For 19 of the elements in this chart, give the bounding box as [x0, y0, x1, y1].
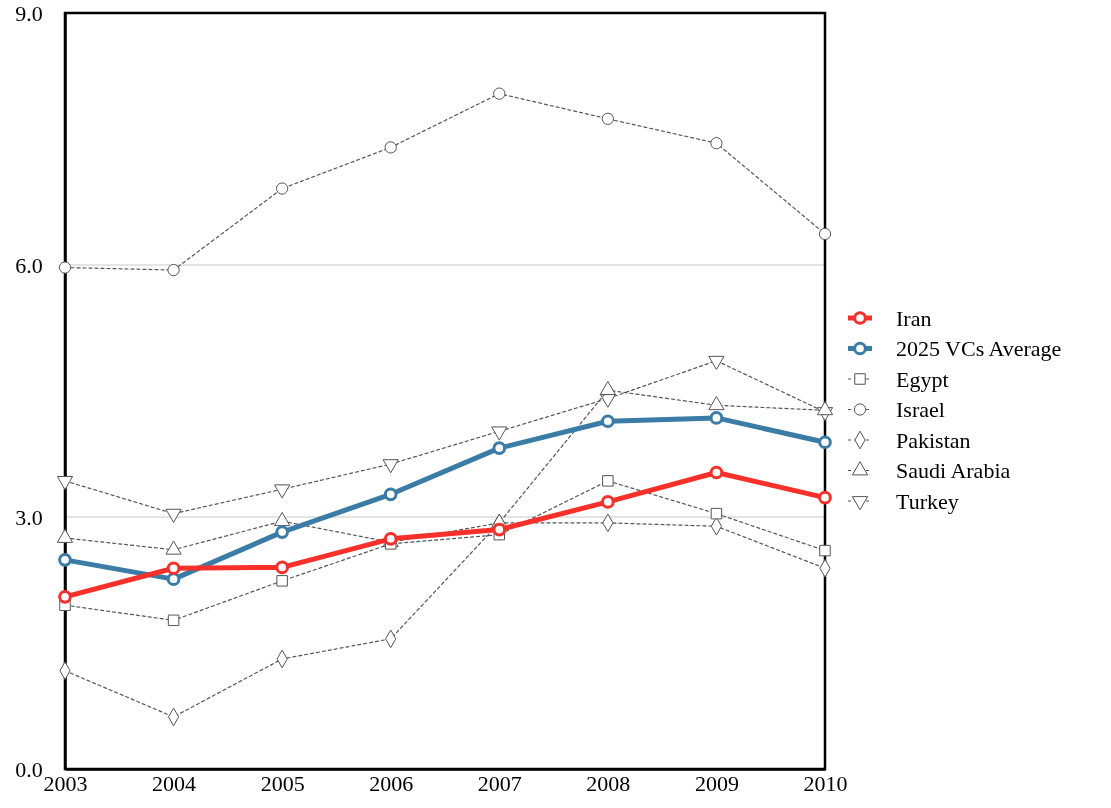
legend-label: Egypt [896, 366, 949, 392]
legend-label: Saudi Arabia [896, 458, 1011, 484]
x-tick-label: 2007 [477, 770, 522, 796]
y-tick-label: 0.0 [15, 756, 43, 782]
y-tick-label: 6.0 [15, 252, 43, 278]
legend-label: 2025 VCs Average [896, 336, 1062, 362]
x-tick-label: 2005 [260, 770, 305, 796]
x-tick-label: 2009 [694, 770, 739, 796]
x-tick-label: 2010 [803, 770, 848, 796]
x-tick-label: 2003 [43, 770, 88, 796]
legend-label: Pakistan [896, 427, 971, 453]
legend-label: Iran [896, 305, 932, 331]
x-tick-label: 2008 [586, 770, 631, 796]
legend-label: Israel [896, 397, 945, 423]
x-tick-label: 2006 [369, 770, 414, 796]
x-tick-label: 2004 [152, 770, 197, 796]
legend-label: Turkey [896, 488, 959, 514]
y-tick-label: 9.0 [15, 0, 43, 26]
y-tick-label: 3.0 [15, 504, 43, 530]
